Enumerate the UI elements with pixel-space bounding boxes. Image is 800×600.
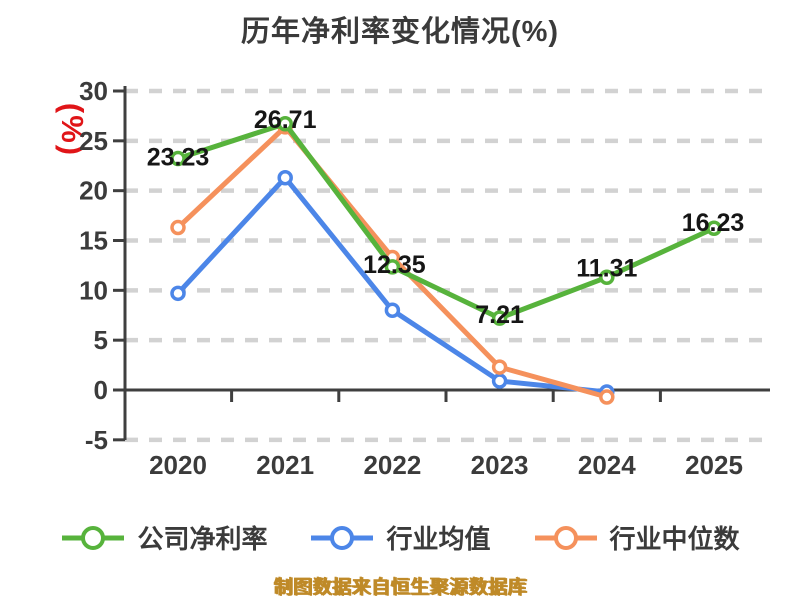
point-marker-company: [170, 150, 186, 167]
point-marker-industry_median: [491, 359, 508, 375]
line-industry_avg: [175, 175, 610, 395]
y-tick-label: 0: [94, 375, 108, 405]
point-marker-industry_median: [599, 389, 615, 405]
y-tick-label: 30: [79, 76, 108, 106]
legend-label-industry-average: 行业均值: [386, 524, 491, 554]
point-marker-industry_avg: [277, 169, 293, 186]
y-tick-label: 20: [79, 176, 108, 206]
data-label: 12.35: [363, 251, 426, 279]
line-company: [175, 121, 717, 321]
data-source-watermark: 制图数据来自恒生聚源数据库: [273, 577, 527, 598]
point-marker-company: [706, 220, 722, 236]
y-tick-label: 15: [79, 225, 108, 255]
point-marker-industry_avg: [491, 373, 508, 389]
point-marker-company: [277, 116, 293, 132]
data-label: 11.31: [576, 254, 637, 282]
x-tick-label: 2021: [256, 450, 314, 480]
x-tick-label: 2023: [471, 450, 529, 480]
legend-marker-company-icon: [62, 525, 125, 550]
legend-label-company: 公司净利率: [137, 524, 268, 554]
chart-legend: 公司净利率 行业均值 行业中位数: [0, 519, 800, 556]
data-label: 23.23: [147, 143, 210, 171]
legend-item-company: 公司净利率: [60, 519, 267, 556]
y-tick-label: 5: [94, 325, 108, 355]
data-label: 26.71: [254, 106, 317, 134]
point-marker-company: [599, 269, 615, 286]
point-marker-industry_avg: [384, 302, 401, 319]
y-tick-label: 25: [79, 126, 108, 156]
x-tick-label: 2020: [149, 450, 207, 480]
data-label: 7.21: [475, 301, 524, 329]
legend-label-industry-median: 行业中位数: [609, 524, 740, 554]
y-tick-label: 10: [79, 275, 108, 305]
point-marker-industry_median: [170, 219, 186, 236]
x-tick-label: 2024: [578, 450, 636, 480]
point-marker-industry_avg: [170, 285, 186, 302]
x-tick-label: 2022: [363, 450, 421, 480]
legend-marker-industry-median-icon: [534, 525, 597, 550]
point-marker-company: [491, 310, 508, 326]
data-label: 16.23: [682, 209, 745, 237]
legend-marker-industry-average-icon: [311, 525, 374, 550]
point-marker-company: [384, 259, 401, 275]
y-tick-label: -5: [85, 425, 108, 455]
legend-item-industry-average: 行业均值: [309, 519, 491, 556]
x-tick-label: 2025: [685, 450, 743, 480]
chart-title: 历年净利率变化情况(%): [240, 16, 560, 48]
legend-item-industry-median: 行业中位数: [533, 519, 740, 556]
